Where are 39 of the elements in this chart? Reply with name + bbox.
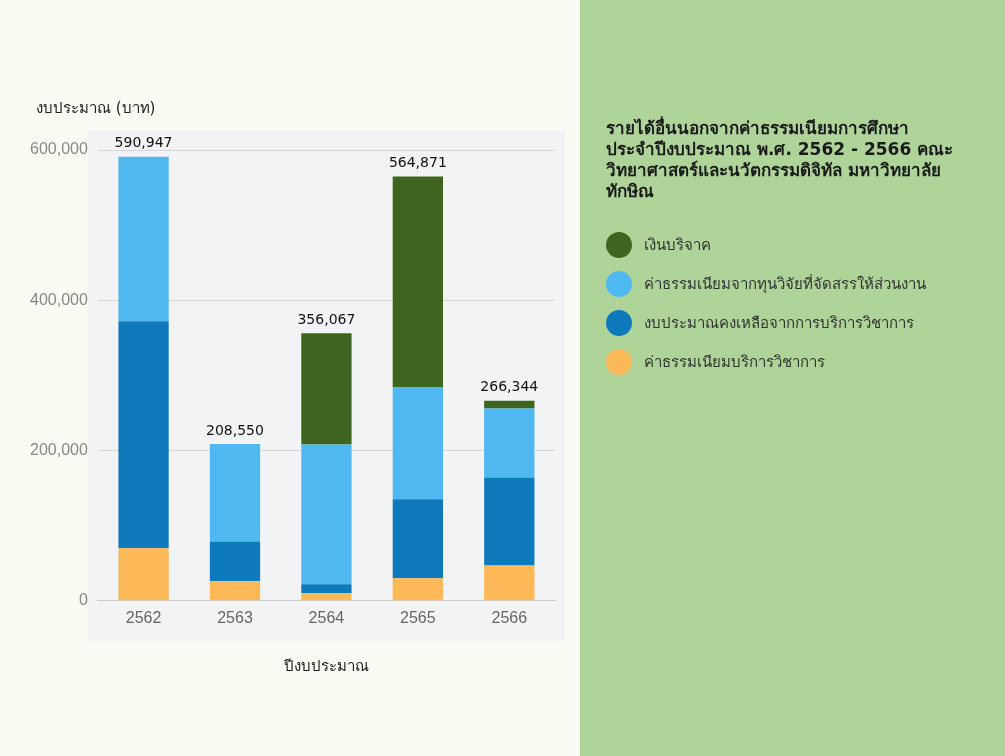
bar — [484, 565, 535, 601]
bar — [392, 387, 443, 500]
bar — [392, 499, 443, 579]
legend-label: เงินบริจาค — [644, 235, 711, 256]
total-label: 208,550 — [206, 421, 264, 438]
bar — [209, 444, 261, 542]
bar — [392, 176, 443, 388]
y-tick-label: 200,000 — [29, 440, 88, 458]
bar — [209, 581, 261, 601]
total-label: 356,067 — [297, 310, 356, 327]
x-tick-label: 2566 — [491, 608, 528, 626]
x-tick-label: 2563 — [217, 608, 253, 626]
x-tick-label: 2562 — [125, 608, 162, 626]
total-label: 590,947 — [114, 134, 173, 151]
bar — [209, 541, 261, 582]
x-tick-label: 2565 — [400, 608, 436, 626]
bar — [301, 584, 352, 594]
y-axis-title: งบประมาณ (บาท) — [36, 98, 156, 119]
x-axis-title: ปีงบประมาณ — [282, 657, 369, 675]
x-tick-label: 2564 — [308, 608, 345, 626]
bar — [392, 578, 443, 601]
bar — [484, 477, 535, 566]
total-label: 564,871 — [388, 154, 447, 171]
legend-label: ค่าธรรมเนียมบริการวิชาการ — [644, 352, 825, 373]
bar — [484, 400, 535, 409]
y-tick-label: 600,000 — [29, 140, 88, 158]
bar — [484, 408, 535, 478]
bar — [118, 156, 169, 322]
bar — [301, 333, 352, 445]
bar — [118, 548, 169, 601]
bar — [118, 321, 169, 549]
legend-label: งบประมาณคงเหลือจากการบริการวิชาการ — [644, 313, 914, 334]
bar — [301, 444, 352, 585]
text: รายได้อื่นนอกจากค่าธรรมเนียมการศึกษา ประจำปีงบประมาณ พ.ศ. 2562 - 2566 คณะวิทยาศาสตร์และนวัตกรรมดิจิทัล มหาวิทยาลัยทักษิณ — [606, 118, 955, 202]
total-label: 266,344 — [480, 378, 539, 395]
y-tick-label: 400,000 — [29, 290, 88, 308]
bar — [301, 593, 352, 601]
y-tick-label: 0 — [78, 591, 88, 609]
legend-label: ค่าธรรมเนียมจากทุนวิจัยที่จัดสรรให้ส่วนงาน — [644, 273, 926, 296]
